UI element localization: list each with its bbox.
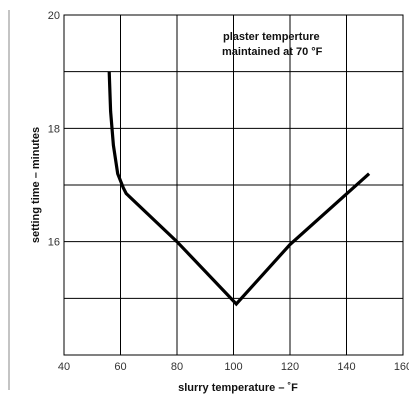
y-tick-label: 16 (48, 237, 60, 249)
x-tick-label: 80 (171, 361, 183, 373)
x-axis-label: slurry temperature – ˚F (178, 382, 298, 394)
y-tick-label: 18 (48, 123, 60, 135)
grid (64, 15, 403, 355)
y-axis-ticks: 16 18 20 (48, 10, 60, 249)
x-tick-label: 60 (114, 361, 126, 373)
y-tick-label: 20 (48, 10, 60, 22)
annotation-line-2: maintained at 70 °F (222, 46, 323, 58)
series-line (107, 71, 371, 307)
x-tick-label: 140 (337, 361, 355, 373)
y-axis-label: setting time – minutes (30, 127, 42, 243)
plot-frame (63, 14, 404, 356)
annotation-line-1: plaster temperture (223, 31, 320, 43)
x-tick-label: 120 (281, 361, 299, 373)
x-tick-label: 160 (394, 361, 409, 373)
x-axis-ticks: 40 60 80 100 120 140 160 (58, 361, 409, 373)
x-tick-label: 40 (58, 361, 70, 373)
x-tick-label: 100 (224, 361, 242, 373)
